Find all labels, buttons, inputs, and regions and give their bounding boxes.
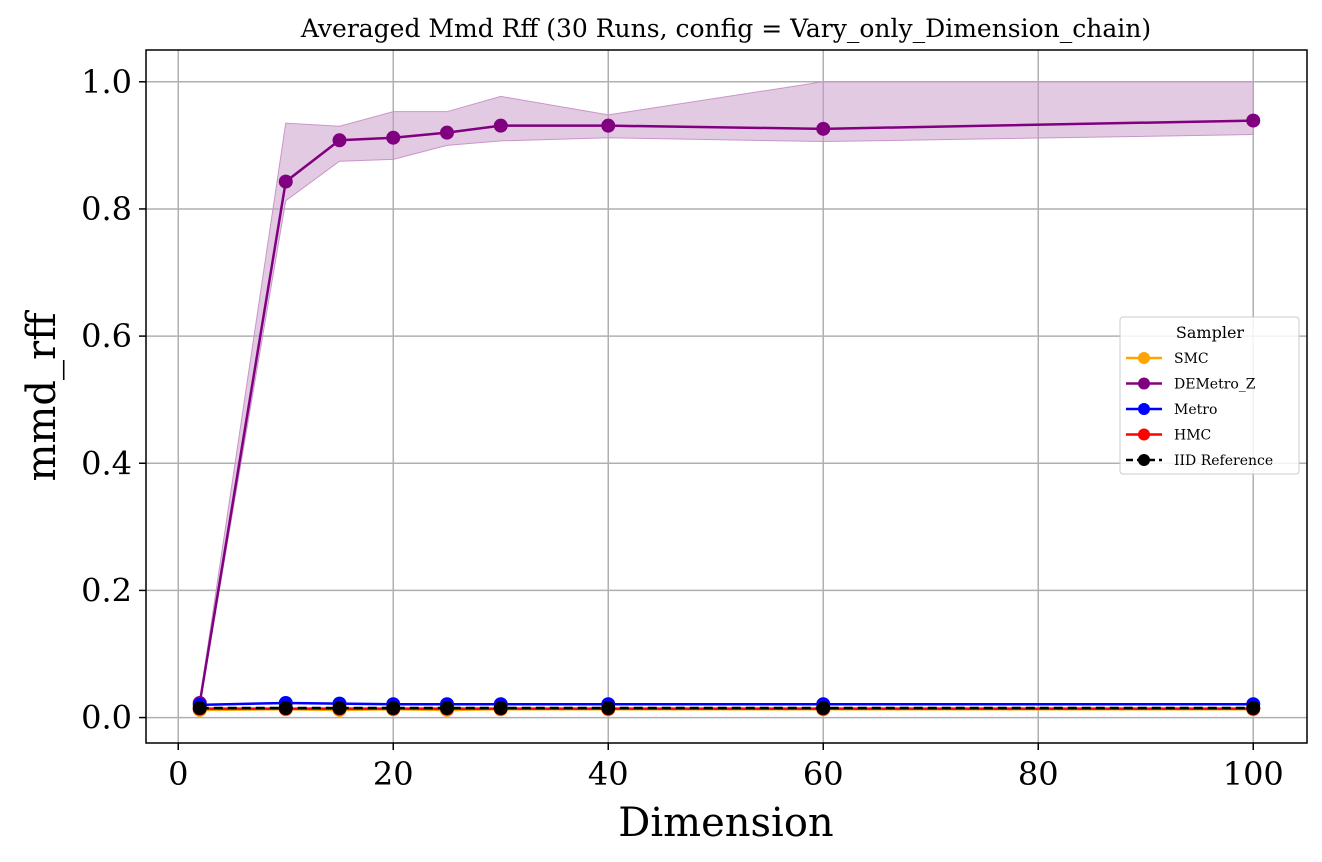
- axis-ticks: 0 20 40 60 80 100 0.0 0.2 0.4 0.6 0.8 1.0: [81, 63, 1284, 793]
- legend-label: IID Reference: [1174, 453, 1273, 469]
- legend-label: DEMetro_Z: [1174, 377, 1256, 393]
- x-tick-label: 40: [588, 755, 629, 793]
- grid: [146, 50, 1307, 743]
- data-point-iid-reference: [332, 701, 347, 716]
- data-point-demetro-z: [332, 133, 347, 148]
- data-point-demetro-z: [601, 118, 616, 133]
- data-point-iid-reference: [493, 701, 508, 716]
- x-tick-label: 0: [168, 755, 188, 793]
- legend-swatch-marker: [1138, 377, 1150, 390]
- legend-swatch-marker: [1138, 403, 1150, 415]
- x-tick-label: 100: [1223, 755, 1284, 793]
- data-point-demetro-z: [493, 118, 508, 133]
- data-point-iid-reference: [440, 701, 454, 716]
- confidence-bands: [199, 81, 1254, 705]
- legend-items: SMC DEMetro_Z Metro HMC IID Reference: [1126, 351, 1273, 469]
- series-lines: [192, 113, 1261, 717]
- legend-swatch-marker: [1138, 428, 1150, 441]
- legend-label: SMC: [1174, 351, 1209, 367]
- data-point-iid-reference: [192, 701, 207, 716]
- legend-swatch-marker: [1138, 352, 1150, 364]
- series-line-metro: [199, 701, 1254, 707]
- y-tick-label: 1.0: [81, 63, 132, 101]
- legend-swatch-marker: [1138, 454, 1150, 466]
- plot-frame: [145, 49, 1308, 744]
- data-point-iid-reference: [278, 701, 293, 716]
- data-point-demetro-z: [386, 130, 401, 145]
- y-tick-label: 0.2: [81, 571, 132, 609]
- legend-item-hmc: HMC: [1126, 428, 1211, 444]
- x-tick-label: 20: [373, 755, 414, 793]
- data-point-iid-reference: [386, 701, 401, 716]
- data-point-iid-reference: [1246, 701, 1261, 716]
- x-axis-label: Dimension: [618, 800, 833, 846]
- y-tick-label: 0.4: [81, 444, 132, 482]
- y-tick-label: 0.6: [81, 317, 132, 355]
- x-tick-label: 60: [803, 755, 844, 793]
- y-axis-label: mmd_rff: [19, 310, 65, 482]
- legend-label: Metro: [1174, 402, 1217, 418]
- legend-title: Sampler: [1176, 323, 1245, 342]
- data-point-demetro-z: [278, 174, 293, 189]
- data-point-iid-reference: [816, 701, 831, 716]
- legend-item-metro: Metro: [1126, 402, 1217, 418]
- y-tick-label: 0.8: [81, 190, 132, 228]
- legend: Sampler SMC DEMetro_Z Metro HMC IID Referenc…: [1119, 316, 1300, 475]
- data-point-iid-reference: [601, 701, 616, 716]
- x-tick-label: 80: [1018, 755, 1059, 793]
- confidence-band-demetro-z: [199, 81, 1254, 705]
- legend-item-iid-reference: IID Reference: [1126, 453, 1273, 469]
- y-tick-label: 0.0: [81, 699, 132, 737]
- legend-item-demetro-z: DEMetro_Z: [1126, 377, 1256, 393]
- data-point-demetro-z: [440, 125, 454, 140]
- data-point-demetro-z: [1246, 113, 1261, 128]
- series-iid-reference: [192, 701, 1261, 716]
- data-point-demetro-z: [816, 121, 831, 136]
- legend-box: [1119, 316, 1300, 475]
- chart-title: Averaged Mmd Rff (30 Runs, config = Vary…: [300, 14, 1151, 43]
- legend-label: HMC: [1174, 428, 1211, 444]
- legend-item-smc: SMC: [1126, 351, 1209, 367]
